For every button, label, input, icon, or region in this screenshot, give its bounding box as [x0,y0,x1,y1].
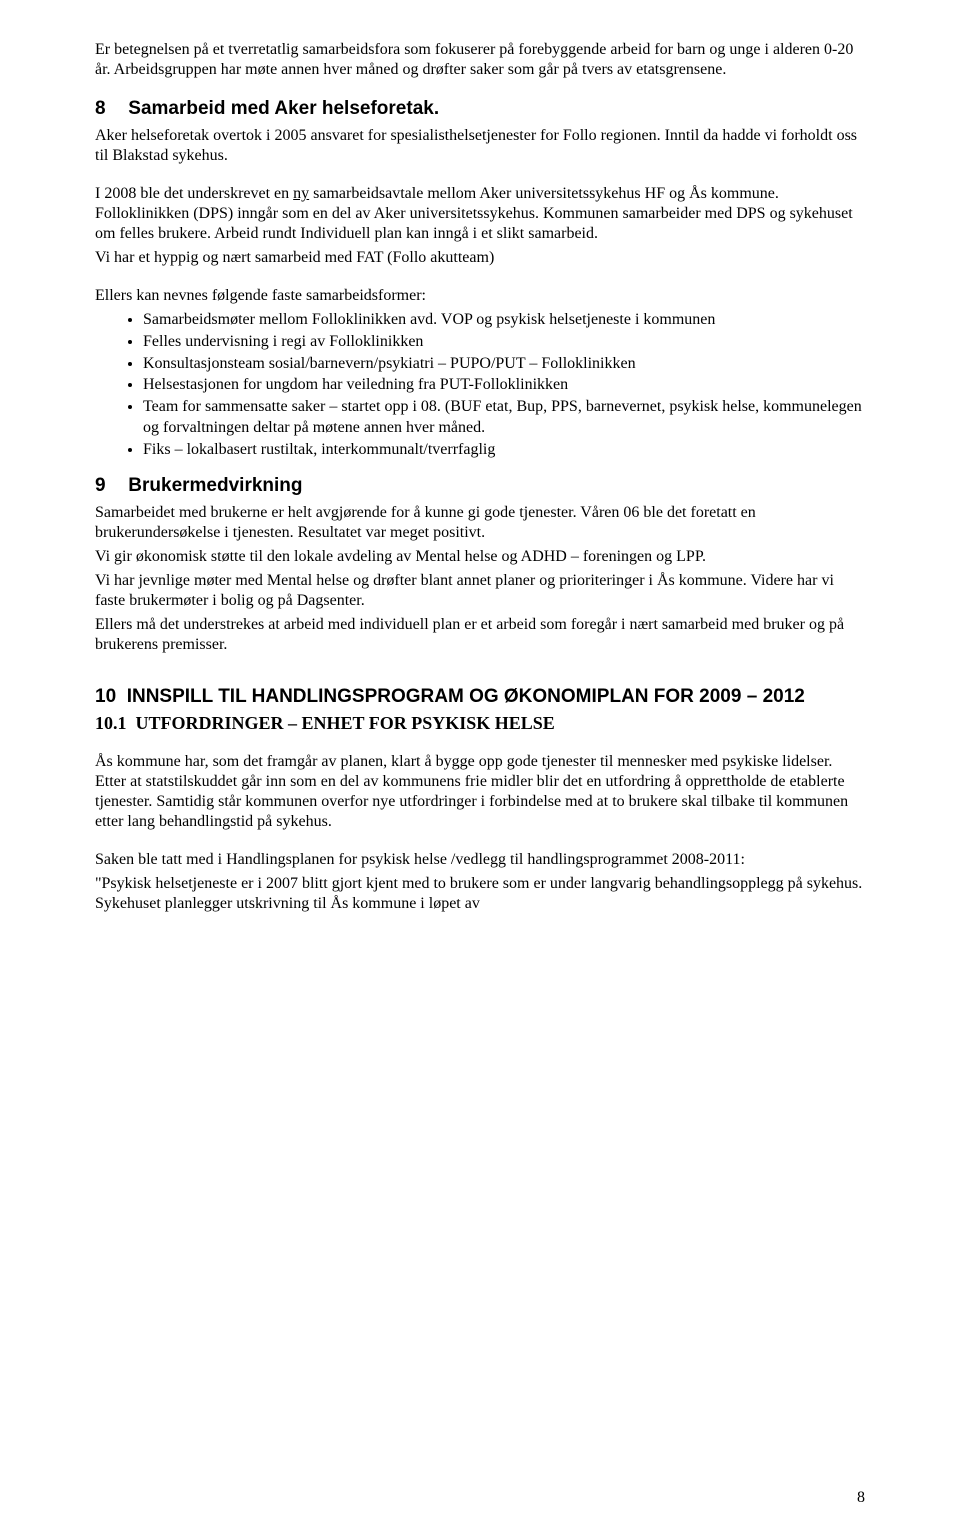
section-10-p2: Saken ble tatt med i Handlingsplanen for… [95,850,865,870]
page-number: 8 [857,1489,865,1507]
section-10-heading: 10 INNSPILL TIL HANDLINGSPROGRAM OG ØKON… [95,685,865,710]
section-8-p3: Vi har et hyppig og nært samarbeid med F… [95,248,865,268]
list-item: Felles undervisning i regi av Folloklini… [143,332,865,353]
section-8-p2: I 2008 ble det underskrevet en ny samarb… [95,184,865,244]
section-8-title: Samarbeid med Aker helseforetak. [128,98,439,119]
section-8-heading: 8 Samarbeid med Aker helseforetak. [95,98,865,120]
section-8-number: 8 [95,98,123,120]
list-item: Team for sammensatte saker – startet opp… [143,397,865,439]
section-9-title: Brukermedvirkning [128,475,302,496]
section-8-p2-underline: ny [293,185,309,202]
section-10-p1: Ås kommune har, som det framgår av plane… [95,752,865,832]
section-8-p1: Aker helseforetak overtok i 2005 ansvare… [95,126,865,166]
section-9-number: 9 [95,475,123,497]
section-9-heading: 9 Brukermedvirkning [95,475,865,497]
section-10-p3: "Psykisk helsetjeneste er i 2007 blitt g… [95,874,865,914]
intro-paragraph: Er betegnelsen på et tverretatlig samarb… [95,40,865,80]
list-item: Konsultasjonsteam sosial/barnevern/psyki… [143,354,865,375]
section-8-p2a: I 2008 ble det underskrevet en [95,185,293,202]
list-item: Samarbeidsmøter mellom Folloklinikken av… [143,310,865,331]
list-item: Helsestasjonen for ungdom har veiledning… [143,375,865,396]
section-8-para-1: Aker helseforetak overtok i 2005 ansvare… [95,126,865,166]
section-8-list-intro: Ellers kan nevnes følgende faste samarbe… [95,286,865,306]
section-10-para-1: Ås kommune har, som det framgår av plane… [95,752,865,832]
section-10-sub-title: UTFORDRINGER – ENHET FOR PSYKISK HELSE [136,713,555,733]
section-10-sub-number: 10.1 [95,713,127,733]
section-10-number: 10 [95,686,116,707]
section-9-para-4: Ellers må det understrekes at arbeid med… [95,615,865,655]
section-10-title: INNSPILL TIL HANDLINGSPROGRAM OG ØKONOMI… [127,686,805,707]
list-item: Fiks – lokalbasert rustiltak, interkommu… [143,440,865,461]
section-8-bullet-list: Samarbeidsmøter mellom Folloklinikken av… [95,310,865,461]
section-9-p3: Vi har jevnlige møter med Mental helse o… [95,571,865,611]
section-9-p1: Samarbeidet med brukerne er helt avgjøre… [95,503,865,543]
section-9-p2: Vi gir økonomisk støtte til den lokale a… [95,547,865,567]
section-8-para-2: I 2008 ble det underskrevet en ny samarb… [95,184,865,268]
document-page: Er betegnelsen på et tverretatlig samarb… [0,0,960,1537]
intro-text: Er betegnelsen på et tverretatlig samarb… [95,40,865,80]
section-10-subheading: 10.1 UTFORDRINGER – ENHET FOR PSYKISK HE… [95,713,865,734]
section-9-p4: Ellers må det understrekes at arbeid med… [95,615,865,655]
